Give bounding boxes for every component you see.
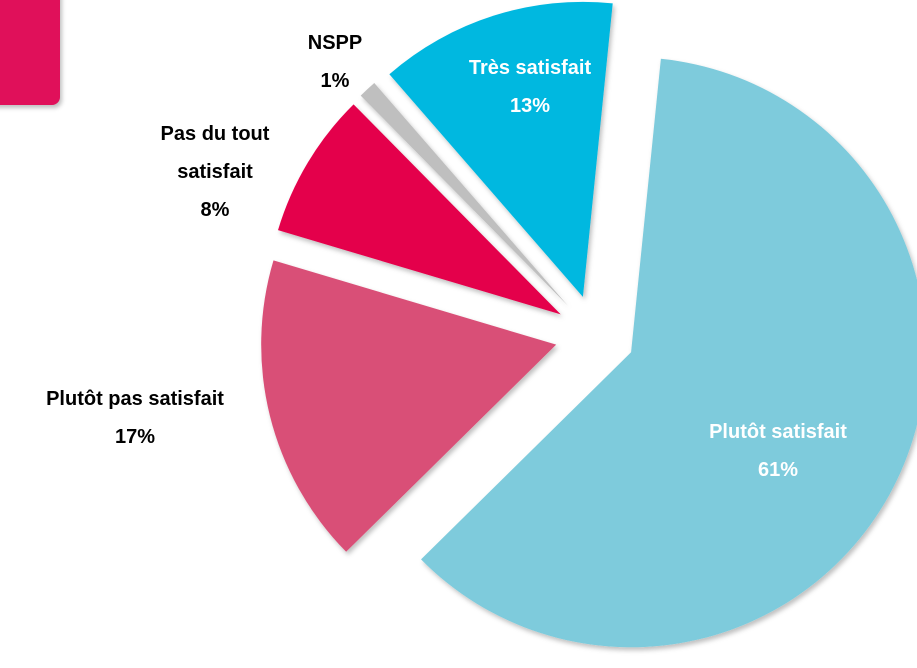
slice-category: NSPP <box>307 32 363 54</box>
pie-slice <box>421 58 917 648</box>
slice-category: Plutôt pas satisfait <box>46 388 224 410</box>
pie-slice <box>360 83 568 306</box>
slice-label: Pas du tout satisfait 8% <box>145 115 285 229</box>
slice-label: Plutôt satisfait 61% <box>668 413 888 489</box>
pie-slice <box>389 1 613 297</box>
slice-label: Très satisfait 13% <box>430 49 630 125</box>
slice-value: 61% <box>757 459 799 481</box>
slice-category: Pas du tout satisfait <box>160 123 270 183</box>
slice-value: 13% <box>509 95 551 117</box>
slice-value: 8% <box>200 199 230 221</box>
slice-category: Plutôt satisfait <box>709 421 847 443</box>
slice-label: Plutôt pas satisfait 17% <box>5 380 265 456</box>
pie-slice <box>261 260 557 552</box>
slice-value: 17% <box>114 426 156 448</box>
slice-value: 1% <box>320 70 350 92</box>
slice-label: NSPP 1% <box>285 24 385 100</box>
slice-category: Très satisfait <box>468 57 592 79</box>
pie-slice <box>278 104 561 315</box>
decoration <box>0 0 60 105</box>
